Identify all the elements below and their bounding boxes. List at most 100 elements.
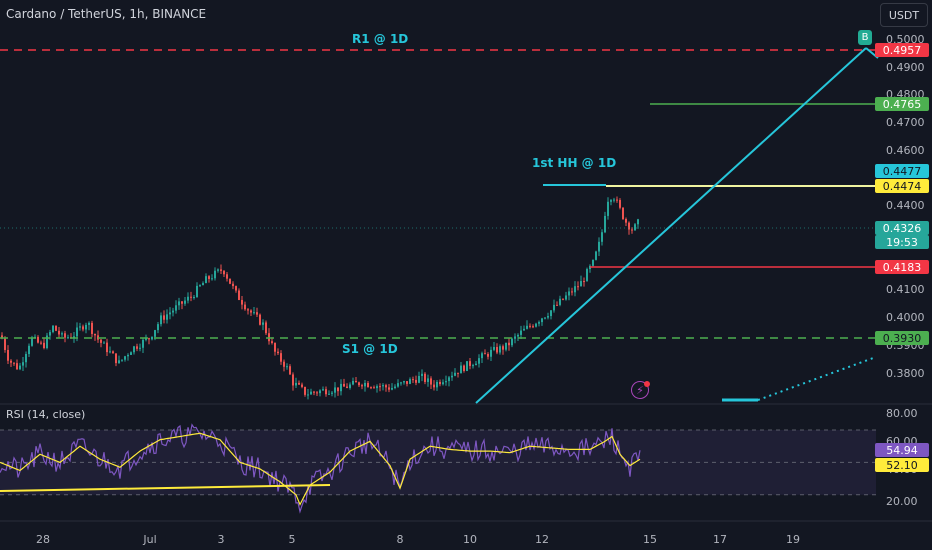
candle-body [202,283,204,286]
price-tag-last[interactable]: 0.4326 [875,221,929,235]
candle-body [412,379,414,381]
candle-body [196,285,198,298]
candle-body [100,339,102,343]
candle-body [280,353,282,362]
candle-body [229,278,231,284]
time-tick-label: 17 [713,533,727,546]
rsi-title[interactable]: RSI (14, close) [6,408,86,421]
candle-body [568,291,570,296]
r1-label[interactable]: R1 @ 1D [352,32,409,46]
candle-body [178,301,180,306]
candle-body [283,361,285,367]
candle-body [106,342,108,353]
price-tick-label: 0.4900 [886,61,925,74]
candle-body [370,387,372,389]
candle-body [382,385,384,387]
candle-body [133,346,135,353]
candle-body [514,336,516,339]
candle-body [169,312,171,315]
price-tag-hh-yellow[interactable]: 0.4474 [875,179,929,193]
time-tick-label: 12 [535,533,549,546]
time-tick-label: Jul [142,533,156,546]
candle-body [157,324,159,331]
candle-body [49,332,51,336]
candle-body [145,338,147,340]
candle-body [1,335,3,339]
candle-body [286,366,288,368]
candle-body [469,361,471,366]
price-tag-red[interactable]: 0.4183 [875,260,929,274]
hh-label[interactable]: 1st HH @ 1D [532,156,617,170]
candle-body [304,386,306,395]
candle-body [433,384,435,388]
candle-body [52,325,54,333]
candle-body [349,384,351,388]
rsi-ma-value-tag[interactable]: 52.10 [875,458,929,472]
candle-body [526,325,528,329]
price-tag-s1[interactable]: 0.3930 [875,331,929,345]
candle-body [472,365,474,367]
candle-body [343,383,345,387]
candle-body [409,379,411,384]
time-tick-label: 19 [786,533,800,546]
candle-body [73,336,75,339]
candle-body [136,346,138,349]
candle-body [232,283,234,287]
candle-body [262,322,264,325]
candle-body [613,199,615,201]
candle-body [274,342,276,352]
price-tick-label: 0.4400 [886,199,925,212]
candle-body [520,330,522,335]
candle-body [361,385,363,387]
candle-body [253,312,255,314]
candle-body [622,207,624,220]
symbol-title[interactable]: Cardano / TetherUS, 1h, BINANCE [6,7,207,21]
candle-body [616,199,618,201]
price-tag-green[interactable]: 0.4765 [875,97,929,111]
candle-body [43,342,45,349]
candle-body [295,382,297,386]
candle-body [235,286,237,291]
price-tag-r1[interactable]: 0.4957 [875,43,929,57]
candle-body [76,327,78,337]
time-tick-label: 10 [463,533,477,546]
candle-body [193,297,195,299]
candle-body [367,382,369,388]
candle-body [223,270,225,275]
candle-body [85,324,87,330]
candle-body [454,372,456,376]
candle-body [376,386,378,389]
candle-body [13,362,15,364]
price-tag-hh-cyan[interactable]: 0.4477 [875,164,929,178]
candle-body [109,351,111,353]
candle-body [556,304,558,306]
candle-body [307,394,309,396]
b-marker-icon[interactable]: B [858,30,872,45]
candle-body [580,281,582,287]
candle-body [442,382,444,385]
candle-body [37,336,39,343]
flash-icon[interactable]: ⚡ [631,381,649,399]
candle-body [7,349,9,361]
candle-body [298,382,300,385]
candle-body [124,356,126,360]
candle-body [577,286,579,288]
s1-label[interactable]: S1 @ 1D [342,342,398,356]
candle-body [475,363,477,366]
candle-body [535,323,537,327]
candle-body [334,387,336,393]
candle-body [199,285,201,287]
candle-body [301,384,303,387]
candle-body [211,278,213,280]
candle-body [487,353,489,357]
time-tick-label: 15 [643,533,657,546]
candle-body [355,380,357,383]
currency-button[interactable]: USDT [880,3,928,27]
notification-dot [644,381,650,387]
rsi-value-tag[interactable]: 54.94 [875,443,929,457]
price-tick-label: 0.4700 [886,116,925,129]
candle-body [634,224,636,231]
candle-body [397,383,399,387]
